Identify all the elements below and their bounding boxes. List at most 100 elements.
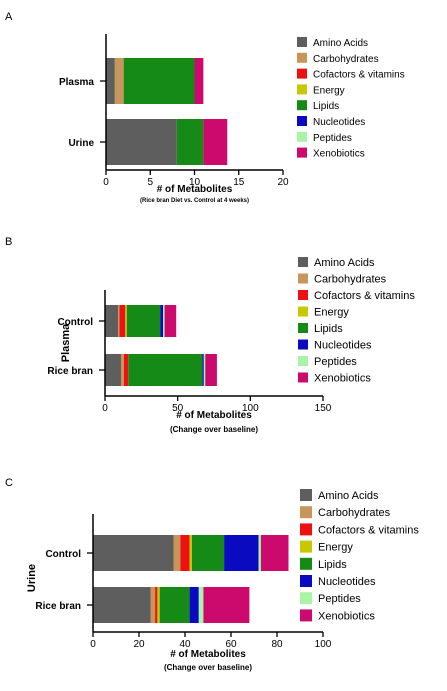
legend-swatch [297, 84, 307, 95]
bar-segment [163, 305, 165, 337]
legend-label: Energy [314, 307, 349, 319]
bar-segment [119, 305, 126, 337]
legend-label: Amino Acids [314, 257, 375, 269]
bar-segment [164, 305, 177, 337]
x-axis-subtitle: (Change over baseline) [164, 663, 252, 672]
legend-label: Amino Acids [313, 38, 368, 49]
legend-label: Xenobiotics [318, 610, 375, 622]
x-tick-label: 150 [315, 403, 332, 414]
bar-segment [128, 354, 203, 386]
legend-swatch [297, 147, 307, 158]
x-tick-label: 0 [90, 639, 96, 650]
bar-segment [258, 535, 261, 571]
legend-label: Carbohydrates [318, 507, 391, 519]
bar-segment [202, 354, 204, 386]
bar-segment [159, 587, 190, 623]
bar-segment [105, 354, 121, 386]
bar-segment [93, 587, 151, 623]
bar-segment [198, 587, 204, 623]
bar-segment [126, 305, 161, 337]
bar-segment [205, 354, 217, 386]
legend-label: Peptides [313, 133, 352, 144]
x-tick-label: 80 [271, 639, 283, 650]
x-axis-title: # of Metabolites [176, 410, 252, 421]
x-tick-label: 60 [225, 639, 237, 650]
panel-letter: A [5, 11, 13, 23]
legend-label: Amino Acids [318, 490, 379, 502]
bar-segment [160, 305, 164, 337]
legend-label: Xenobiotics [314, 373, 371, 385]
x-axis-title: # of Metabolites [170, 649, 246, 660]
category-label: Control [57, 317, 93, 328]
bar-segment [189, 535, 192, 571]
x-tick-label: 100 [315, 639, 332, 650]
x-tick-label: 20 [277, 177, 289, 188]
bar-segment [180, 535, 190, 571]
x-tick-label: 0 [103, 177, 109, 188]
x-tick-label: 5 [147, 177, 153, 188]
legend-label: Energy [318, 542, 353, 554]
category-label: Control [45, 549, 81, 560]
legend-swatch [298, 257, 308, 267]
bar-segment [155, 587, 158, 623]
legend-label: Carbohydrates [313, 54, 379, 65]
bar-segment [191, 535, 225, 571]
bar-segment [194, 58, 204, 104]
panel-letter: C [5, 477, 13, 489]
legend-swatch [297, 52, 307, 63]
bar-segment [106, 58, 115, 104]
legend-swatch [297, 116, 307, 126]
bar-segment [106, 119, 177, 165]
legend-label: Cofactors & vitamins [318, 524, 419, 536]
legend-swatch [298, 290, 308, 300]
legend-swatch [300, 592, 312, 605]
legend-swatch [298, 273, 308, 284]
x-tick-label: 40 [179, 639, 191, 650]
bar-segment [105, 305, 119, 337]
bar-segment [120, 354, 124, 386]
category-label: Rice bran [47, 366, 93, 377]
chart-panel-c: C Control Rice bran 0 20 40 60 80 100 # of Metabo… [5, 477, 419, 672]
x-axis-subtitle: (Change over baseline) [170, 425, 258, 434]
legend-swatch [298, 323, 308, 333]
legend-swatch [297, 37, 307, 47]
legend-label: Energy [313, 85, 345, 96]
bar-segment [114, 58, 124, 104]
y-axis-title: Plasma [60, 323, 72, 362]
bar-segment [150, 587, 156, 623]
legend-swatch [300, 575, 312, 587]
x-axis-title: # of Metabolites [157, 184, 233, 195]
y-axis-title: Urine [26, 564, 38, 592]
x-tick-label: 15 [233, 177, 245, 188]
legend-swatch [300, 523, 312, 536]
legend-swatch [298, 356, 308, 366]
bar-segment [203, 354, 206, 386]
bar-segment [203, 587, 250, 623]
x-tick-label: 0 [102, 403, 108, 414]
legend-label: Carbohydrates [314, 274, 387, 286]
legend-swatch [300, 557, 312, 570]
category-label: Urine [68, 138, 94, 149]
x-tick-label: 10 [189, 177, 201, 188]
bar-segment [118, 305, 120, 337]
legend-label: Cofactors & vitamins [313, 70, 405, 81]
bar-segment [125, 305, 127, 337]
category-label: Rice bran [35, 601, 81, 612]
x-axis-subtitle: (Rice bran Diet vs. Control at 4 weeks) [140, 198, 249, 204]
bar-segment [260, 535, 289, 571]
legend-swatch [298, 372, 308, 383]
x-tick-label: 100 [242, 403, 259, 414]
legend-swatch [300, 609, 312, 622]
bar-segment [123, 58, 195, 104]
legend-swatch [297, 131, 307, 142]
legend-label: Lipids [314, 323, 343, 335]
bar-segment [203, 119, 228, 165]
bar-segment [173, 535, 181, 571]
bar-segment [189, 587, 199, 623]
x-tick-label: 20 [133, 639, 145, 650]
bar-segment [123, 354, 129, 386]
bar-segment [176, 119, 204, 165]
category-label: Plasma [59, 77, 94, 88]
legend-swatch [298, 306, 308, 317]
legend-label: Cofactors & vitamins [314, 290, 415, 302]
